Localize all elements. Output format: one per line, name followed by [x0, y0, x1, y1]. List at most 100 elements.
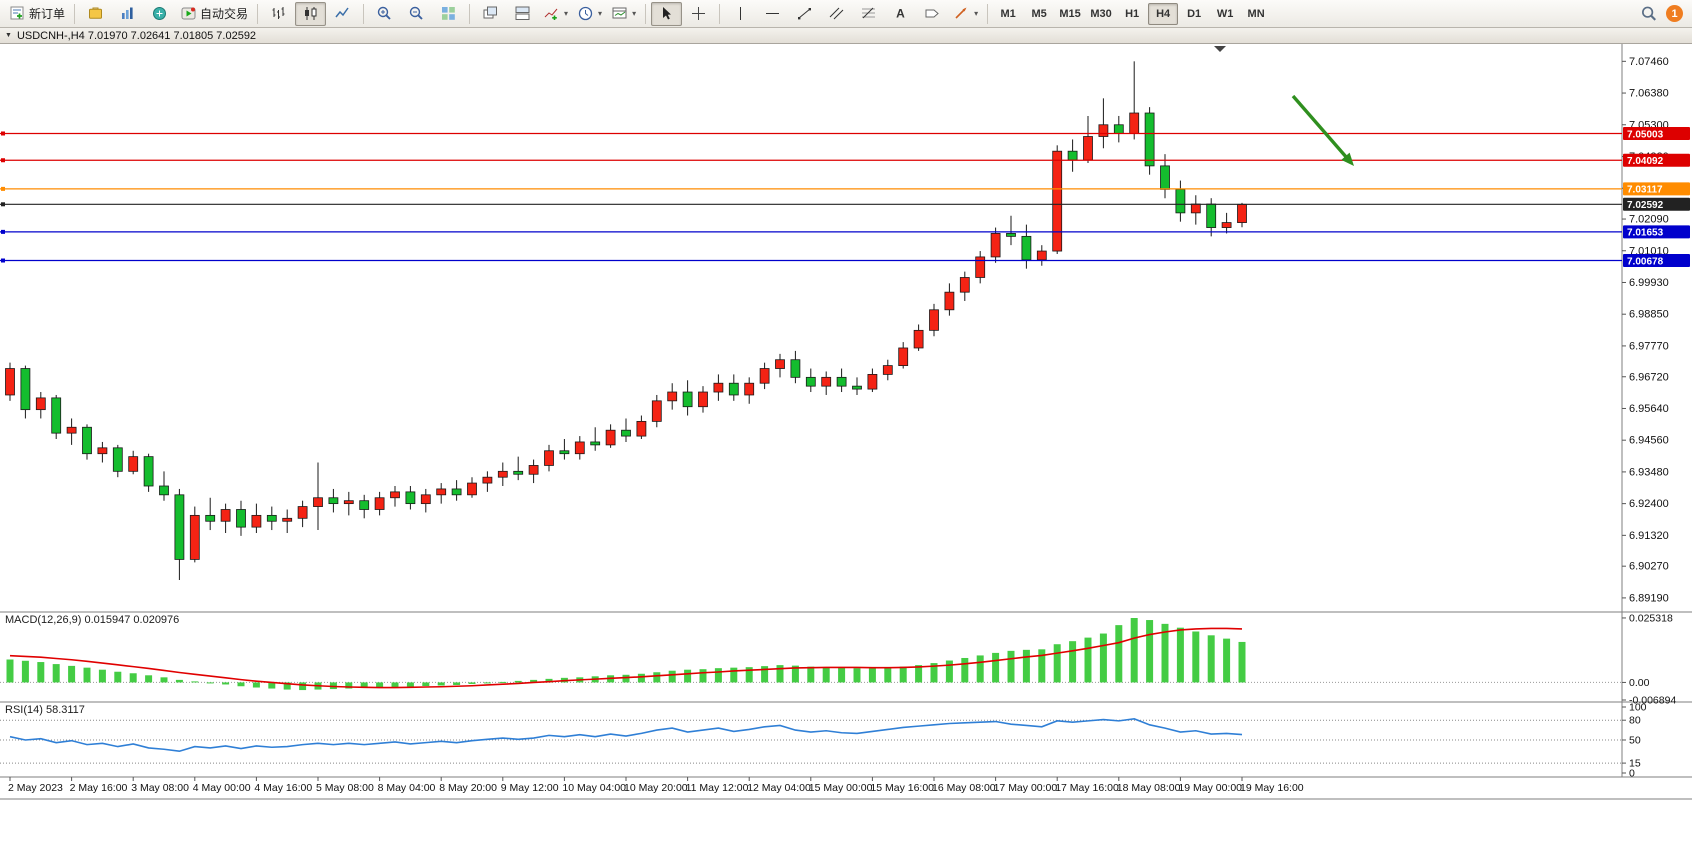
arrange-windows-icon: [515, 6, 530, 20]
timeframe-switcher: M1 M5 M15 M30 H1 H4 D1 W1 MN: [993, 2, 1271, 25]
timeframe-h4[interactable]: H4: [1148, 2, 1179, 25]
svg-text:100: 100: [1629, 702, 1647, 714]
svg-text:5 May 08:00: 5 May 08:00: [316, 782, 374, 794]
svg-text:9 May 12:00: 9 May 12:00: [501, 782, 559, 794]
timeframe-w1[interactable]: W1: [1216, 7, 1234, 20]
vertical-line-icon: [740, 7, 742, 20]
templates-icon: [612, 7, 627, 19]
tile-windows-button[interactable]: [433, 2, 464, 26]
svg-text:7.04092: 7.04092: [1627, 156, 1664, 167]
svg-text:6.93480: 6.93480: [1629, 466, 1669, 478]
indicators-button[interactable]: ▾: [539, 2, 572, 26]
channel-tool-button[interactable]: [821, 2, 852, 26]
svg-text:0: 0: [1629, 768, 1635, 780]
periods-dropdown-icon: ▾: [598, 9, 603, 18]
timeframe-m1[interactable]: M1: [1000, 7, 1016, 20]
svg-text:7.05003: 7.05003: [1627, 129, 1664, 140]
toolbar-separator: [645, 3, 647, 24]
new-order-label: 新订单: [29, 7, 66, 21]
svg-text:6.90270: 6.90270: [1629, 561, 1669, 573]
svg-text:11 May 12:00: 11 May 12:00: [686, 782, 749, 794]
shapes-tool-button[interactable]: ▾: [949, 2, 982, 26]
profiles-folder-icon: [89, 7, 103, 19]
time-axis: 2 May 2023 2 May 16:00 3 May 08:00 4 May 00…: [8, 777, 1304, 794]
annotation-arrow[interactable]: [1291, 94, 1354, 166]
timeframe-mn[interactable]: MN: [1247, 7, 1265, 20]
svg-text:-0.006894: -0.006894: [1629, 695, 1676, 707]
data-window-button[interactable]: [144, 2, 175, 26]
text-tool-button[interactable]: A: [885, 2, 916, 26]
periods-button[interactable]: ▾: [573, 2, 606, 26]
vertical-line-tool-button[interactable]: [725, 2, 756, 26]
svg-text:A: A: [896, 7, 905, 21]
indicators-icon: [544, 8, 558, 20]
zoom-in-button[interactable]: [369, 2, 400, 26]
search-icon[interactable]: [1640, 5, 1658, 23]
rsi-label: RSI(14) 58.3117: [5, 704, 85, 716]
svg-text:80: 80: [1629, 715, 1641, 727]
toolbar-separator: [719, 3, 721, 24]
panel-separators: [0, 44, 1692, 800]
profiles-button[interactable]: [80, 2, 111, 26]
svg-text:2 May 16:00: 2 May 16:00: [70, 782, 128, 794]
hlines-layer[interactable]: [0, 131, 1622, 263]
timeframe-m5[interactable]: M5: [1031, 7, 1047, 20]
arrow-shapes-icon: [955, 7, 967, 19]
timeframe-d1[interactable]: D1: [1187, 7, 1202, 20]
timeframe-h1[interactable]: H1: [1125, 7, 1140, 20]
chart-shift-marker-icon[interactable]: [1214, 46, 1226, 52]
toolbar-right-group: 1: [1640, 5, 1687, 23]
chart-titlebar[interactable]: ▼ USDCNH-,H4 7.01970 7.02641 7.01805 7.0…: [0, 28, 1692, 44]
auto-trading-label: 自动交易: [200, 7, 249, 21]
cursor-icon: [663, 7, 672, 20]
svg-text:17 May 00:00: 17 May 00:00: [994, 782, 1058, 794]
zoom-out-button[interactable]: [401, 2, 432, 26]
svg-text:7.03117: 7.03117: [1627, 185, 1663, 196]
price-badges: 7.05003 7.04092 7.03117 7.02592 7.01653 7.006…: [1623, 126, 1690, 267]
arrange-windows-button[interactable]: [507, 2, 538, 26]
auto-trading-button[interactable]: 自动交易: [176, 2, 252, 26]
line-chart-mode-button[interactable]: [327, 2, 358, 26]
svg-text:8 May 20:00: 8 May 20:00: [439, 782, 497, 794]
svg-text:7.07460: 7.07460: [1629, 56, 1669, 68]
label-tool-button[interactable]: [917, 2, 948, 26]
svg-text:3 May 08:00: 3 May 08:00: [131, 782, 189, 794]
cascade-windows-icon: [483, 6, 498, 19]
svg-text:4 May 00:00: 4 May 00:00: [193, 782, 251, 794]
chart-title: USDCNH-,H4 7.01970 7.02641 7.01805 7.025…: [16, 29, 257, 42]
timeframe-m15[interactable]: M15: [1059, 7, 1081, 20]
fibonacci-tool-button[interactable]: [853, 2, 884, 26]
window-menu-icon[interactable]: ▼: [5, 32, 12, 39]
svg-text:6.96720: 6.96720: [1629, 371, 1669, 383]
timeframe-m30[interactable]: M30: [1090, 7, 1112, 20]
crosshair-tool-button[interactable]: [683, 2, 714, 26]
svg-text:7.00678: 7.00678: [1627, 256, 1664, 267]
horizontal-line-tool-button[interactable]: [757, 2, 788, 26]
svg-text:2 May 2023: 2 May 2023: [8, 782, 63, 794]
ohlc-bars-icon: [272, 7, 285, 19]
toolbar-separator: [74, 3, 76, 24]
svg-text:6.98850: 6.98850: [1629, 309, 1669, 321]
new-order-icon: [10, 6, 24, 20]
cursor-tool-button[interactable]: [651, 1, 683, 26]
svg-text:15 May 00:00: 15 May 00:00: [809, 782, 873, 794]
toolbar-separator: [469, 3, 471, 24]
trendline-icon: [798, 8, 812, 20]
zoom-out-icon: [409, 6, 423, 20]
candlestick-mode-button[interactable]: [295, 1, 327, 26]
trendline-tool-button[interactable]: [789, 2, 820, 26]
market-watch-button[interactable]: [112, 2, 143, 26]
macd-label: MACD(12,26,9) 0.015947 0.020976: [5, 614, 180, 626]
svg-text:50: 50: [1629, 735, 1641, 747]
svg-text:6.99930: 6.99930: [1629, 277, 1669, 289]
new-order-button[interactable]: 新订单: [5, 2, 69, 26]
notification-badge[interactable]: 1: [1666, 5, 1683, 22]
svg-text:15: 15: [1629, 758, 1641, 770]
cascade-windows-button[interactable]: [475, 2, 506, 26]
bar-chart-mode-button[interactable]: [263, 2, 294, 26]
templates-button[interactable]: ▾: [607, 2, 640, 26]
svg-text:4 May 16:00: 4 May 16:00: [254, 782, 312, 794]
candlesticks-icon: [305, 7, 317, 20]
